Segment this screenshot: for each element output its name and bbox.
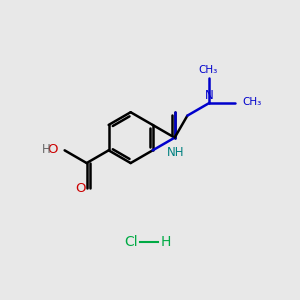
Text: O: O <box>75 182 86 195</box>
Text: O: O <box>47 143 58 156</box>
Text: Cl: Cl <box>124 235 138 249</box>
Text: H: H <box>42 143 51 156</box>
Text: NH: NH <box>167 146 184 159</box>
Text: H: H <box>161 235 171 249</box>
Text: CH₃: CH₃ <box>243 97 262 107</box>
Text: CH₃: CH₃ <box>199 65 218 75</box>
Text: N: N <box>205 89 214 102</box>
